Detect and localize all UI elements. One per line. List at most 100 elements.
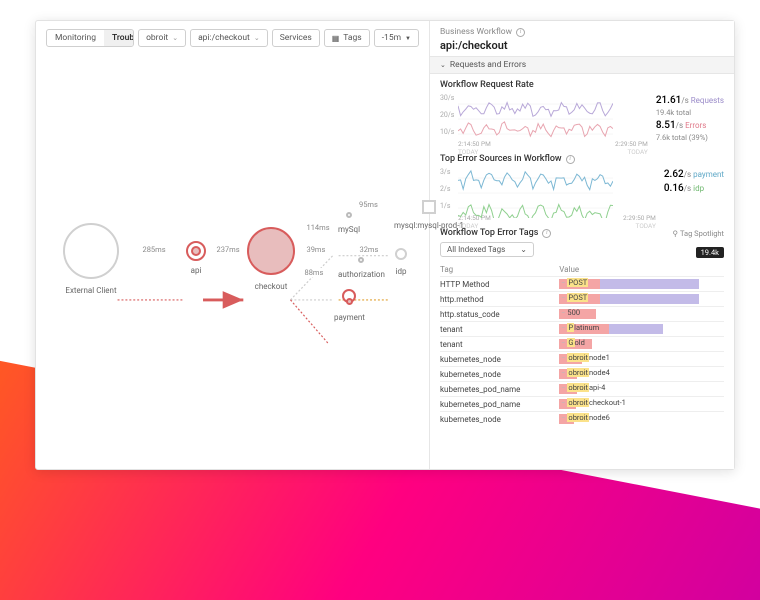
- chart1-title: Workflow Request Rate: [440, 80, 724, 90]
- edge-label: 285ms: [141, 245, 168, 254]
- chart1-legend: 21.61/s Requests19.4k total8.51/s Errors…: [656, 94, 724, 144]
- node-api[interactable]: api: [186, 241, 206, 275]
- chart2-ylab: 1/s: [440, 202, 450, 210]
- tag-cell: HTTP Method: [440, 277, 559, 292]
- table-row[interactable]: http.status_code − 500: [440, 307, 724, 322]
- details-panel: Business Workflowi api:/checkout ⌄Reques…: [429, 21, 734, 469]
- table-row[interactable]: kubernetes_node − obroitnode1: [440, 352, 724, 367]
- edge-label: 237ms: [215, 245, 242, 254]
- services-button[interactable]: Services: [272, 29, 320, 47]
- tags-filter-label: All Indexed Tags: [447, 245, 505, 254]
- tags-icon: ▦: [332, 34, 340, 43]
- table-row[interactable]: kubernetes_pod_name − obroitapi-4: [440, 382, 724, 397]
- value-cell: − obroitnode4: [559, 367, 724, 382]
- legend-item: 0.16/s idp: [664, 182, 724, 196]
- count-bubble: 19.4k: [696, 247, 724, 258]
- table-row[interactable]: tenant − Platinum: [440, 322, 724, 337]
- node-external[interactable]: External Client: [63, 223, 119, 295]
- breadcrumb: Business Workflowi: [440, 27, 724, 37]
- table-row[interactable]: kubernetes_node − obroitnode4: [440, 367, 724, 382]
- node-label: External Client: [63, 286, 119, 295]
- edge-label: 39ms: [305, 245, 328, 254]
- table-row[interactable]: HTTP Method − POST: [440, 277, 724, 292]
- collapse-icon: ⌄: [440, 61, 446, 69]
- tag-cell: kubernetes_pod_name: [440, 397, 559, 412]
- tag-cell: kubernetes_node: [440, 352, 559, 367]
- chart-request-rate: 30/s 20/s 10/s 2:14:50 PMTODAY 2:29:50 P…: [440, 94, 724, 144]
- info-icon[interactable]: i: [542, 229, 551, 238]
- panel-title: api:/checkout: [440, 39, 724, 52]
- table-row[interactable]: kubernetes_node − obroitnode6: [440, 412, 724, 427]
- workflow-dropdown[interactable]: api:/checkout ⌄: [190, 29, 268, 47]
- legend-item: 2.62/s payment: [664, 168, 724, 182]
- legend-item: 8.51/s Errors7.6k total (39%): [656, 119, 724, 144]
- node-idp[interactable]: idp: [395, 245, 407, 276]
- panel-header: Business Workflowi api:/checkout: [430, 21, 734, 56]
- service-map[interactable]: External ClientapicheckoutmySqlmysql:mys…: [36, 121, 429, 469]
- node-label: mySql: [338, 225, 360, 234]
- workflow-label: api:/checkout: [198, 33, 250, 43]
- section-requests-errors[interactable]: ⌄Requests and Errors: [430, 56, 734, 74]
- node-label: payment: [334, 313, 365, 322]
- value-cell: − Platinum: [559, 322, 724, 337]
- chart2-plot[interactable]: 3/s 2/s 1/s 2:14:50 PMTODAY 2:29:50 PMTO…: [440, 168, 656, 218]
- table-row[interactable]: http.method − POST: [440, 292, 724, 307]
- tag-cell: kubernetes_node: [440, 367, 559, 382]
- node-label: mysql:mysql-prod-1: [394, 221, 464, 230]
- chart1-ylab: 10/s: [440, 128, 454, 136]
- tab-monitoring[interactable]: Monitoring: [47, 30, 104, 46]
- chart2-ylab: 3/s: [440, 168, 450, 176]
- table-row[interactable]: tenant − Gold: [440, 337, 724, 352]
- edge-label: 88ms: [303, 268, 326, 277]
- chart1-xlab: 2:29:50 PMTODAY: [615, 140, 648, 156]
- value-cell: − 500: [559, 307, 724, 322]
- spotlight-icon: ⚲: [672, 229, 678, 238]
- chart2-xlab: 2:29:50 PMTODAY: [623, 214, 656, 230]
- node-payment[interactable]: payment: [334, 289, 365, 322]
- edge-label: 95ms: [357, 200, 380, 209]
- chevron-down-icon: ⌄: [172, 34, 178, 42]
- env-label: obroit: [146, 33, 168, 43]
- chart1-ylab: 20/s: [440, 111, 454, 119]
- info-icon[interactable]: i: [566, 155, 575, 164]
- col-value-header[interactable]: Value19.4k: [559, 263, 724, 277]
- env-dropdown[interactable]: obroit ⌄: [138, 29, 186, 47]
- timerange-dropdown[interactable]: -15m ▼: [374, 29, 419, 47]
- tags-filter-dropdown[interactable]: All Indexed Tags ⌄: [440, 242, 534, 257]
- left-pane: Monitoring Troubleshooting obroit ⌄ api:/…: [36, 21, 429, 469]
- chart1-plot[interactable]: 30/s 20/s 10/s 2:14:50 PMTODAY 2:29:50 P…: [440, 94, 648, 144]
- tag-cell: kubernetes_node: [440, 412, 559, 427]
- error-tags-table: Tag Value19.4k HTTP Method − POST http.m…: [440, 263, 724, 426]
- tags-button[interactable]: ▦Tags: [324, 29, 370, 47]
- chevron-down-icon: ⌄: [520, 245, 527, 254]
- chevron-down-icon: ⌄: [254, 34, 260, 42]
- tag-cell: http.status_code: [440, 307, 559, 322]
- node-label: idp: [395, 267, 407, 276]
- value-cell: − POST: [559, 277, 724, 292]
- value-cell: − obroitnode6: [559, 412, 724, 427]
- node-checkout[interactable]: checkout: [247, 227, 295, 291]
- value-cell: − obroitcheckout-1: [559, 397, 724, 412]
- tag-spotlight-link[interactable]: ⚲Tag Spotlight: [672, 229, 724, 238]
- col-tag-header[interactable]: Tag: [440, 263, 559, 277]
- timerange-label: -15m: [382, 33, 401, 43]
- value-cell: − obroitnode1: [559, 352, 724, 367]
- tag-cell: http.method: [440, 292, 559, 307]
- node-label: authorization: [338, 270, 385, 279]
- edge-label: 114ms: [305, 223, 332, 232]
- tag-cell: tenant: [440, 337, 559, 352]
- table-row[interactable]: kubernetes_pod_name − obroitcheckout-1: [440, 397, 724, 412]
- app-window: Monitoring Troubleshooting obroit ⌄ api:/…: [35, 20, 735, 470]
- node-label: api: [186, 266, 206, 275]
- info-icon[interactable]: i: [516, 28, 525, 37]
- value-cell: − Gold: [559, 337, 724, 352]
- value-cell: − obroitapi-4: [559, 382, 724, 397]
- edge-label: 32ms: [358, 245, 381, 254]
- tab-troubleshooting[interactable]: Troubleshooting: [104, 30, 134, 46]
- section-body: Workflow Request Rate 30/s 20/s 10/s 2:1…: [430, 74, 734, 432]
- service-map-edges: [36, 121, 429, 469]
- node-label: checkout: [247, 282, 295, 291]
- value-cell: − POST: [559, 292, 724, 307]
- caret-down-icon: ▼: [405, 35, 411, 42]
- chart2-legend: 2.62/s payment0.16/s idp: [664, 168, 724, 218]
